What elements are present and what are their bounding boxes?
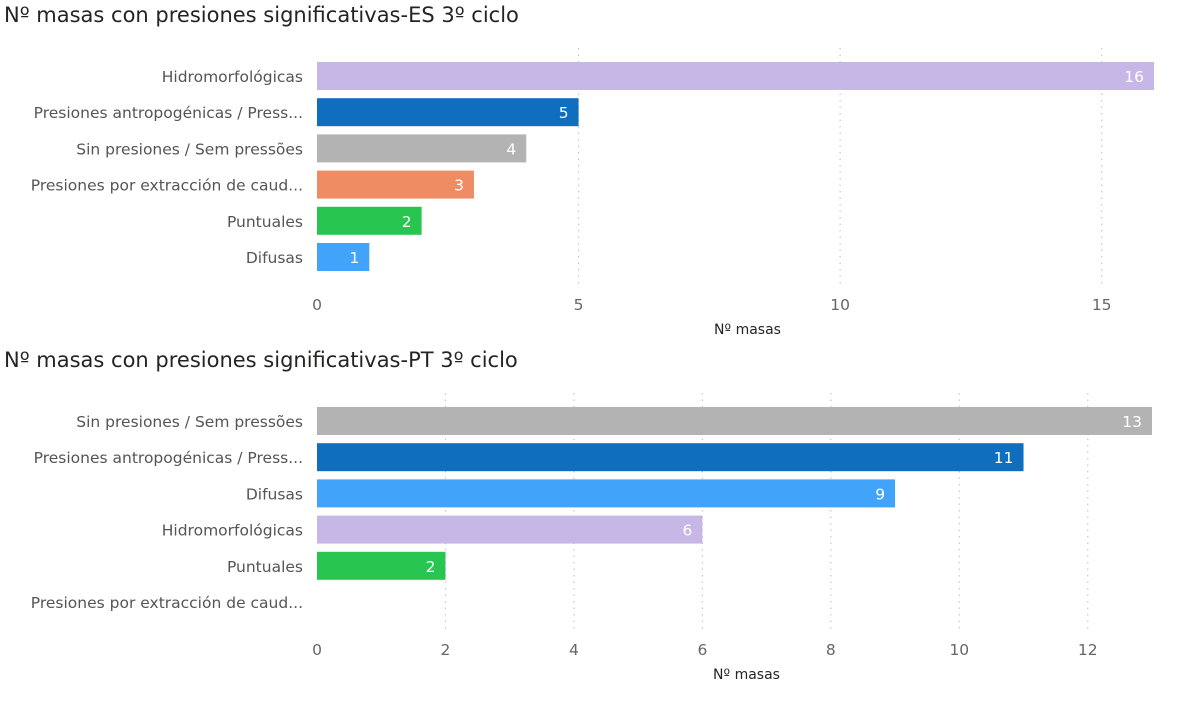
category-label: Puntuales [227,213,303,231]
data-label: 16 [1124,68,1144,86]
data-label: 4 [506,140,516,158]
x-tick-label: 15 [1092,296,1112,314]
x-tick-label: 4 [569,641,579,659]
category-label: Difusas [246,485,303,503]
x-tick-label: 6 [697,641,707,659]
data-label: 2 [426,558,436,576]
category-label: Difusas [246,249,303,267]
bar[interactable] [317,443,1024,472]
data-label: 6 [683,522,693,540]
bar[interactable] [317,134,527,163]
x-tick-label: 8 [826,641,836,659]
x-tick-label: 10 [830,296,850,314]
x-tick-label: 5 [574,296,584,314]
category-label: Puntuales [227,558,303,576]
bar[interactable] [317,206,422,235]
category-label: Hidromorfológicas [162,68,303,86]
bar[interactable] [317,479,896,508]
x-axis-title: Nº masas [713,667,780,683]
bar[interactable] [317,407,1152,435]
data-label: 1 [349,249,359,267]
x-tick-label: 10 [949,641,969,659]
data-label: 13 [1122,413,1142,431]
chart-pt: 0 2 4 6 8 10 12 Nº masas Sin presiones / Sem pre… [31,393,1152,683]
data-label: 11 [994,449,1014,467]
category-label: Presiones por extracción de caud... [31,177,303,195]
data-label: 3 [454,177,464,195]
bar[interactable] [317,551,446,580]
bar[interactable] [317,243,370,271]
category-label: Presiones por extracción de caud... [31,594,303,612]
chart-title-es: Nº masas con presiones significativas-ES… [4,3,519,27]
bar[interactable] [317,515,703,544]
x-tick-label: 0 [312,641,322,659]
category-label: Presiones antropogénicas / Press... [34,449,303,467]
category-label: Sin presiones / Sem pressões [76,413,303,431]
data-label: 2 [402,213,412,231]
bar[interactable] [317,98,579,127]
x-tick-label: 2 [441,641,451,659]
data-label: 5 [559,104,569,122]
x-tick-label: 12 [1078,641,1098,659]
chart-title-pt: Nº masas con presiones significativas-PT… [4,348,518,372]
bar[interactable] [317,62,1154,90]
category-label: Sin presiones / Sem pressões [76,140,303,158]
category-label: Hidromorfológicas [162,522,303,540]
category-label: Presiones antropogénicas / Press... [34,104,303,122]
x-axis-title: Nº masas [714,322,781,338]
x-tick-label: 0 [312,296,322,314]
bar[interactable] [317,170,474,199]
data-label: 9 [875,485,885,503]
